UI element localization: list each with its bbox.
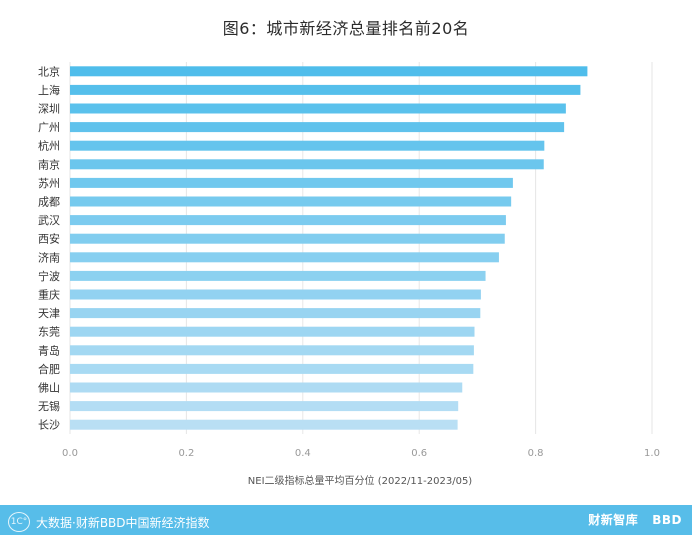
x-axis-label: NEI二级指标总量平均百分位 (2022/11-2023/05) [248,474,473,487]
bar-西安 [70,233,505,244]
bbd-logo: BBD [652,512,682,527]
footer-brand: 1C° 大数据·财新BBD中国新经济指数 [8,512,210,532]
bar-重庆 [70,289,481,300]
chart-title: 图6：城市新经济总量排名前20名 [222,19,470,38]
category-label: 苏州 [38,177,60,190]
bar-成都 [70,196,512,207]
bar-长沙 [70,419,458,430]
category-label: 重庆 [38,288,60,302]
bar-武汉 [70,215,506,226]
bar-苏州 [70,177,513,188]
category-label: 北京 [38,64,60,78]
bar-南京 [70,159,544,170]
bar-天津 [70,308,481,319]
bars [70,66,588,430]
bbd-logo-icon: 1C° [8,512,30,532]
category-label: 青岛 [38,343,60,357]
x-tick-labels: 0.0 0.2 0.4 0.6 0.8 1.0 [62,448,660,459]
x-tick-label: 0.4 [295,448,311,459]
footer-logos: 财新智库 BBD [588,511,682,528]
x-tick-label: 0.0 [62,448,78,459]
bar-上海 [70,84,581,95]
gridlines [69,62,653,434]
category-label: 南京 [38,157,60,171]
caixin-think-tank-logo: 财新智库 [588,513,639,527]
bar-杭州 [70,140,545,151]
category-label: 佛山 [38,382,60,395]
footer-bar: 1C° 大数据·财新BBD中国新经济指数 财新智库 BBD [0,505,692,535]
bar-佛山 [70,382,463,393]
bar-深圳 [70,103,566,114]
bar-广州 [70,122,565,133]
bar-合肥 [70,363,474,374]
category-label: 西安 [38,232,60,246]
category-label: 长沙 [38,419,60,432]
x-tick-label: 1.0 [644,448,660,459]
category-label: 杭州 [38,139,60,153]
x-tick-label: 0.8 [528,448,544,459]
category-label: 成都 [38,196,60,209]
category-label: 无锡 [38,399,60,413]
category-label: 宁波 [38,269,60,283]
bar-chart: 北京上海深圳广州杭州南京苏州成都武汉西安济南宁波重庆天津东莞青岛合肥佛山无锡长沙… [38,62,660,487]
x-tick-label: 0.6 [411,448,427,459]
category-label: 广州 [38,121,60,134]
category-label: 深圳 [38,103,60,116]
bar-东莞 [70,326,475,337]
category-label: 天津 [38,307,60,320]
bar-青岛 [70,345,474,356]
category-label: 济南 [38,250,60,264]
category-label: 合肥 [38,362,60,376]
category-label: 武汉 [38,214,60,227]
x-tick-label: 0.2 [178,448,194,459]
footer-brand-text: 大数据·财新BBD中国新经济指数 [36,515,210,530]
category-label: 上海 [38,83,60,97]
bar-济南 [70,252,499,263]
bar-无锡 [70,401,459,412]
category-label: 东莞 [38,326,60,339]
bar-宁波 [70,270,486,281]
bar-北京 [70,66,588,77]
